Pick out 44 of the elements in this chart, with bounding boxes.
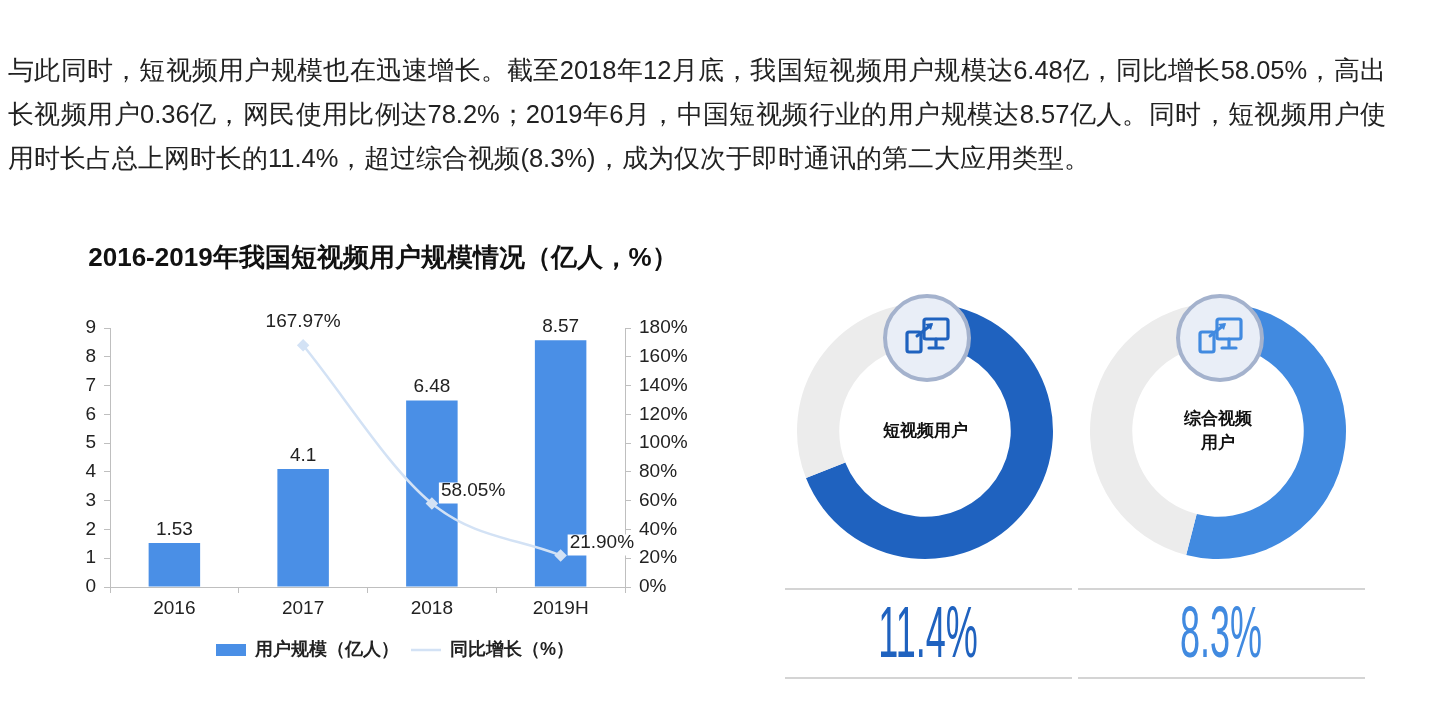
y2-tick-label: 60% [639, 488, 678, 510]
y2-tick-label: 0% [639, 575, 667, 597]
x-tick-label: 2017 [281, 596, 325, 618]
y2-tick-label: 140% [639, 373, 688, 395]
chart-title: 2016-2019年我国短视频用户规模情况（亿人，%） [88, 242, 678, 272]
y-tick-label: 2 [85, 517, 96, 539]
text: 短视频用户 [882, 420, 968, 442]
y2-tick-label: 160% [639, 345, 688, 367]
legend-label: 同比增长（%） [450, 638, 575, 659]
data-label: 8.57 [542, 315, 580, 337]
data-label: 6.48 [413, 375, 451, 397]
y2-tick-label: 20% [639, 546, 678, 568]
y-tick-label: 6 [85, 402, 96, 424]
y2-tick-label: 100% [639, 431, 688, 453]
y-tick-label: 7 [85, 373, 96, 395]
bar [148, 542, 201, 587]
y-tick-label: 9 [85, 316, 96, 338]
point [426, 497, 438, 510]
y-tick-label: 5 [85, 431, 96, 453]
text: 与此同时，短视频用户规模也在迅速增长。截至2018年12月底，我国短视频用户规模达6.48亿，同比增长58.05%，高出长视频用户0.36亿，网民使用比例达78.2%；2019年6月，中国短视频行业的用户规模达8.57亿人。同时，短视频用户使用时长占总上网时长的11.4%，超过综合视频(8.3%)，成为仅次于即时通讯的第二大应用类型。 [8, 55, 1386, 174]
x-tick-label: 2016 [153, 596, 196, 618]
y2-tick-label: 120% [639, 402, 688, 424]
data-label: 4.1 [289, 443, 317, 465]
text: 11.4% [878, 592, 978, 672]
text: 8.3% [1179, 592, 1263, 672]
y-tick-label: 1 [85, 546, 96, 568]
point [554, 549, 567, 562]
data-label: 21.90% [569, 531, 635, 553]
y2-tick-label: 80% [639, 460, 678, 482]
data-label: 58.05% [440, 479, 506, 501]
y-tick-label: 3 [85, 488, 96, 510]
y2-tick-label: 40% [639, 517, 678, 539]
bar [277, 469, 329, 587]
x-tick-label: 2018 [410, 596, 454, 618]
x-tick-label: 2019H [532, 596, 589, 618]
y-tick-label: 4 [85, 460, 97, 482]
data-label: 1.53 [155, 517, 193, 539]
data-label: 167.97% [265, 310, 341, 332]
legend-label: 用户规模（亿人） [254, 638, 399, 659]
point [297, 339, 309, 352]
text: 综合视频用户 [1183, 408, 1253, 454]
y2-tick-label: 180% [639, 316, 688, 338]
y-tick-label: 8 [85, 345, 96, 367]
y-tick-label: 0 [85, 575, 96, 597]
